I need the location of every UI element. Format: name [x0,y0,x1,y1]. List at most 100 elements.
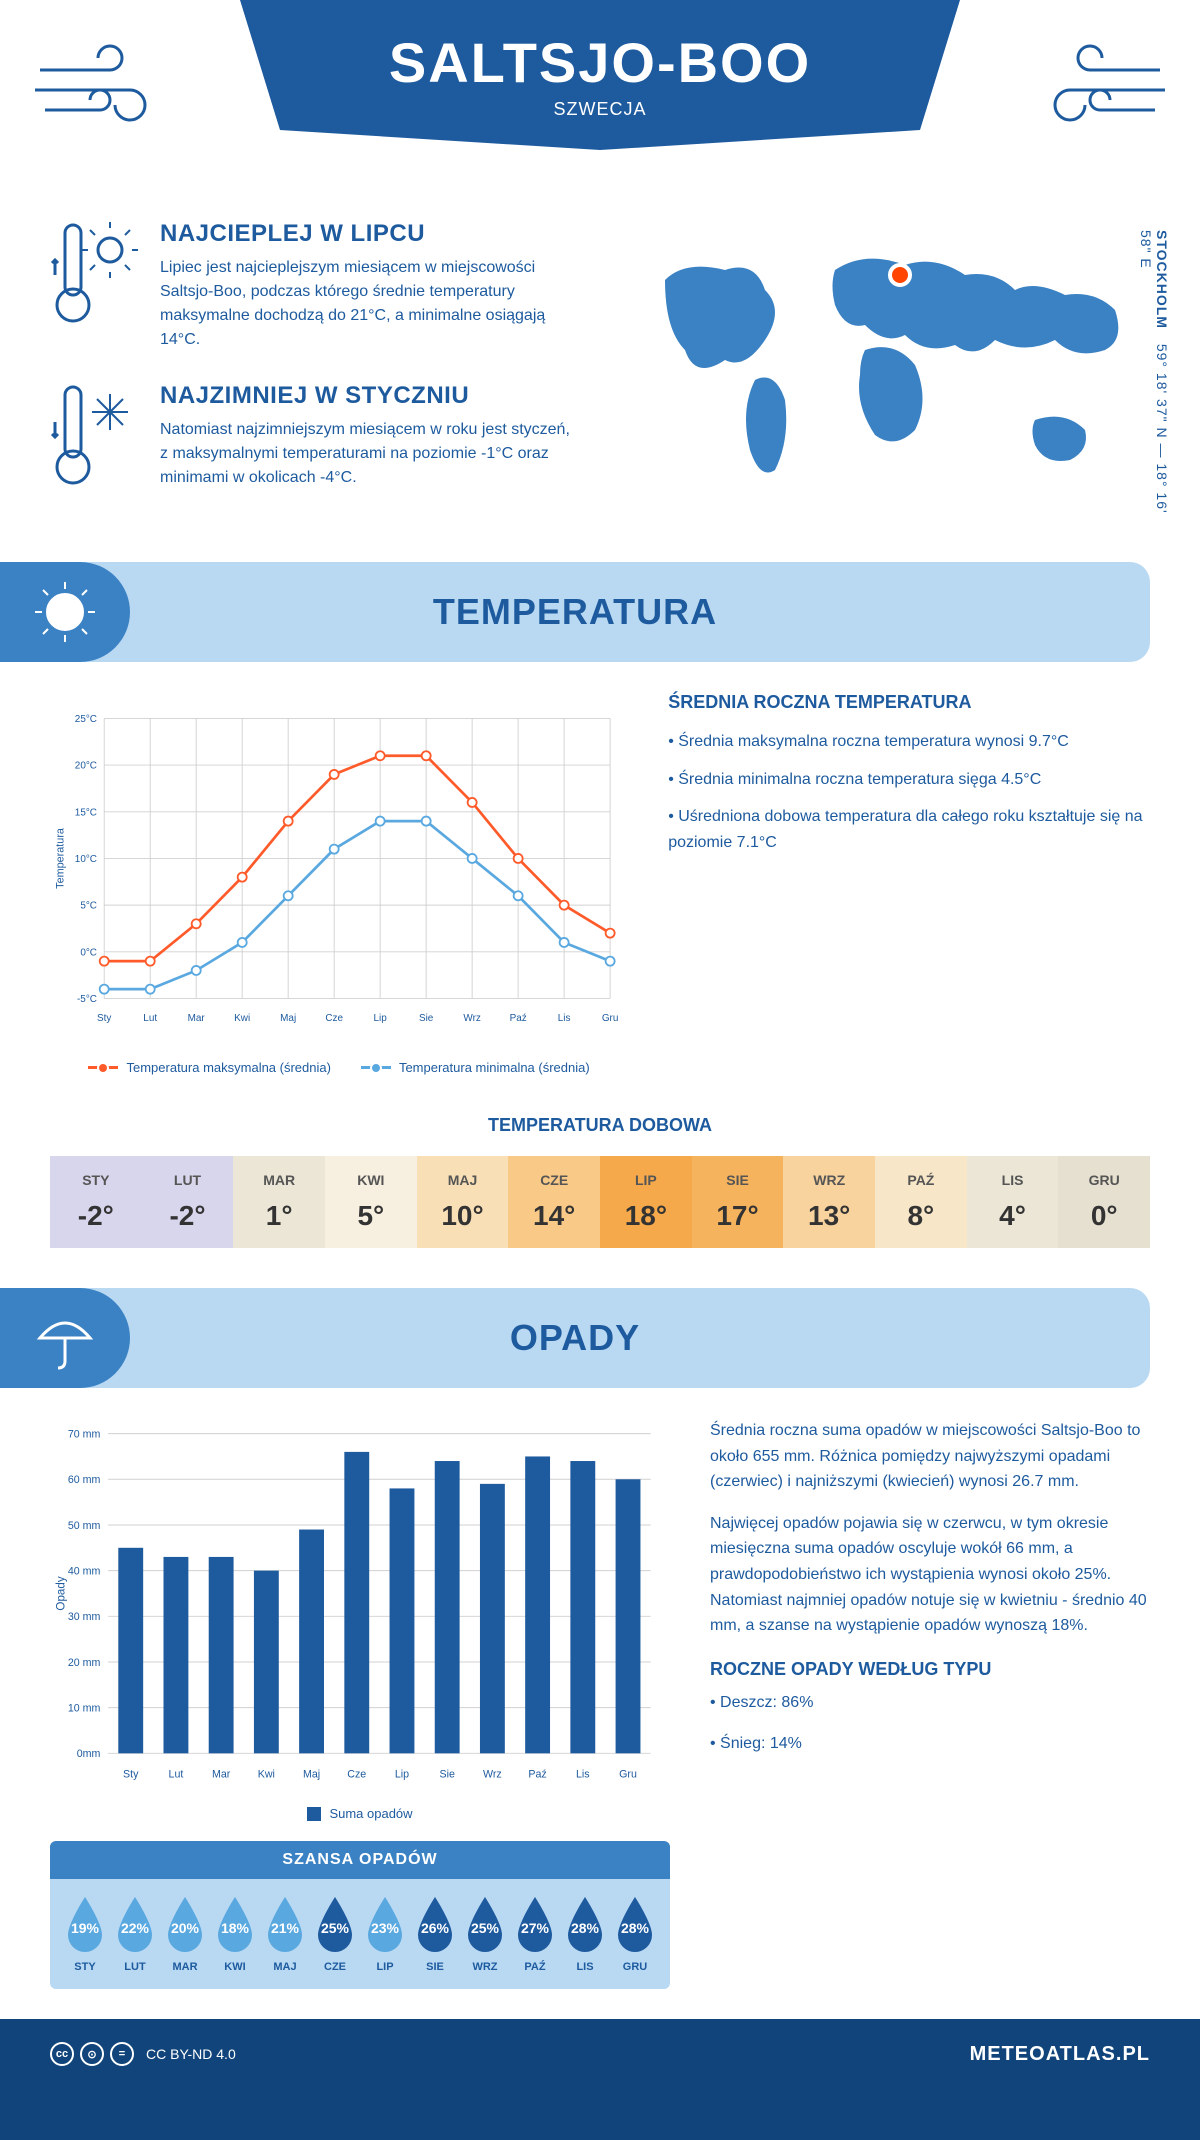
by-icon: ⊙ [80,2042,104,2066]
svg-text:5°C: 5°C [80,901,97,912]
drop-cell: 19% STY [60,1895,110,1973]
svg-text:20 mm: 20 mm [68,1657,101,1669]
world-map: STOCKHOLM 59° 18' 37" N — 18° 16' 58" E [620,220,1150,522]
svg-text:Lip: Lip [374,1013,388,1024]
drop-cell: 26% SIE [410,1895,460,1973]
raindrop-icon: 23% [360,1895,410,1955]
precip-bar-chart: 0mm10 mm20 mm30 mm40 mm50 mm60 mm70 mmOp… [50,1418,670,1798]
svg-text:10°C: 10°C [75,854,97,865]
brand: METEOATLAS.PL [970,2043,1150,2066]
page: SALTSJO-BOO SZWECJA NAJCIEPLEJ W LIPCU [0,0,1200,2089]
svg-text:40 mm: 40 mm [68,1566,101,1578]
precip-legend-label: Suma opadów [329,1806,412,1821]
svg-text:Paź: Paź [528,1769,546,1781]
svg-text:Sie: Sie [419,1013,434,1024]
cc-icon: cc [50,2042,74,2066]
drop-cell: 21% MAJ [260,1895,310,1973]
daily-temp-cell: MAJ10° [417,1156,509,1248]
temperature-legend: Temperatura maksymalna (średnia)Temperat… [50,1060,628,1075]
sun-icon [0,562,130,662]
svg-text:Lis: Lis [558,1013,571,1024]
raindrop-icon: 19% [60,1895,110,1955]
daily-temp-cell: GRU0° [1058,1156,1150,1248]
svg-text:Kwi: Kwi [234,1013,250,1024]
cc-icons: cc ⊙ = [50,2042,134,2066]
raindrop-icon: 28% [560,1895,610,1955]
svg-text:25°C: 25°C [75,714,97,725]
svg-text:Wrz: Wrz [483,1769,502,1781]
daily-temp-cell: LIS4° [967,1156,1059,1248]
raindrop-icon: 18% [210,1895,260,1955]
drop-cell: 28% GRU [610,1895,660,1973]
drop-cell: 27% PAŹ [510,1895,560,1973]
drop-cell: 18% KWI [210,1895,260,1973]
drops-row: 19% STY 22% LUT 20% MAR 18% KWI 21% MAJ [50,1879,670,1989]
precip-header: OPADY [0,1288,1150,1388]
temperature-header: TEMPERATURA [0,562,1150,662]
precip-type-item: • Deszcz: 86% [710,1690,1150,1716]
precip-legend-swatch [307,1807,321,1821]
footer: cc ⊙ = CC BY-ND 4.0 METEOATLAS.PL [0,2019,1200,2089]
avg-temp-title: ŚREDNIA ROCZNA TEMPERATURA [668,692,1150,713]
daily-temp-cell: SIE17° [692,1156,784,1248]
drop-cell: 22% LUT [110,1895,160,1973]
svg-text:Cze: Cze [347,1769,366,1781]
raindrop-icon: 25% [460,1895,510,1955]
raindrop-icon: 20% [160,1895,210,1955]
header: SALTSJO-BOO SZWECJA [0,0,1200,200]
svg-text:30 mm: 30 mm [68,1611,101,1623]
city-title: SALTSJO-BOO [389,30,811,95]
fact-cold-text: Natomiast najzimniejszym miesiącem w rok… [160,418,580,490]
temp-info-bullet: • Uśredniona dobowa temperatura dla całe… [668,804,1150,855]
precip-title: OPADY [510,1317,640,1359]
wind-icon-right [1030,40,1170,140]
temperature-title: TEMPERATURA [433,591,717,633]
svg-text:70 mm: 70 mm [68,1429,101,1441]
precip-text-2: Najwięcej opadów pojawia się w czerwcu, … [710,1511,1150,1639]
map-city-label: STOCKHOLM [1154,230,1170,329]
drops-title: SZANSA OPADÓW [50,1841,670,1879]
drop-cell: 25% WRZ [460,1895,510,1973]
temp-info-bullet: • Średnia minimalna roczna temperatura s… [668,767,1150,793]
svg-text:Maj: Maj [303,1769,320,1781]
legend-item: Temperatura minimalna (średnia) [361,1060,590,1075]
temp-info-bullet: • Średnia maksymalna roczna temperatura … [668,729,1150,755]
svg-text:Gru: Gru [619,1769,637,1781]
svg-text:Lip: Lip [395,1769,409,1781]
fact-cold-title: NAJZIMNIEJ W STYCZNIU [160,382,580,410]
temperature-info: ŚREDNIA ROCZNA TEMPERATURA • Średnia mak… [668,692,1150,1075]
svg-text:15°C: 15°C [75,807,97,818]
svg-text:Sty: Sty [97,1013,111,1024]
umbrella-icon [0,1288,130,1388]
drops-container: SZANSA OPADÓW 19% STY 22% LUT 20% MAR 18… [50,1841,670,1989]
precip-legend: Suma opadów [50,1806,670,1821]
svg-text:10 mm: 10 mm [68,1703,101,1715]
fact-warmest: NAJCIEPLEJ W LIPCU Lipiec jest najcieple… [50,220,580,352]
svg-text:Kwi: Kwi [258,1769,275,1781]
country-subtitle: SZWECJA [553,99,646,120]
raindrop-icon: 26% [410,1895,460,1955]
svg-text:Sty: Sty [123,1769,139,1781]
svg-text:Opady: Opady [55,1576,68,1610]
precip-type-item: • Śnieg: 14% [710,1731,1150,1757]
daily-temp-cell: WRZ13° [783,1156,875,1248]
precip-row: 0mm10 mm20 mm30 mm40 mm50 mm60 mm70 mmOp… [0,1418,1200,2019]
thermometer-snow-icon [50,382,140,492]
raindrop-icon: 25% [310,1895,360,1955]
precip-by-type-title: ROCZNE OPADY WEDŁUG TYPU [710,1659,1150,1680]
intro-section: NAJCIEPLEJ W LIPCU Lipiec jest najcieple… [0,200,1200,562]
temperature-row: -5°C0°C5°C10°C15°C20°C25°CStyLutMarKwiMa… [0,692,1200,1105]
raindrop-icon: 27% [510,1895,560,1955]
svg-text:Temperatura: Temperatura [55,827,67,889]
svg-text:Lut: Lut [169,1769,184,1781]
raindrop-icon: 28% [610,1895,660,1955]
svg-text:Mar: Mar [188,1013,206,1024]
daily-temp-cell: PAŹ8° [875,1156,967,1248]
thermometer-sun-icon [50,220,140,330]
fact-warm-title: NAJCIEPLEJ W LIPCU [160,220,580,248]
daily-temp-cell: MAR1° [233,1156,325,1248]
svg-text:0mm: 0mm [77,1748,101,1760]
drop-cell: 28% LIS [560,1895,610,1973]
svg-text:-5°C: -5°C [77,994,97,1005]
daily-temp-cell: KWI5° [325,1156,417,1248]
